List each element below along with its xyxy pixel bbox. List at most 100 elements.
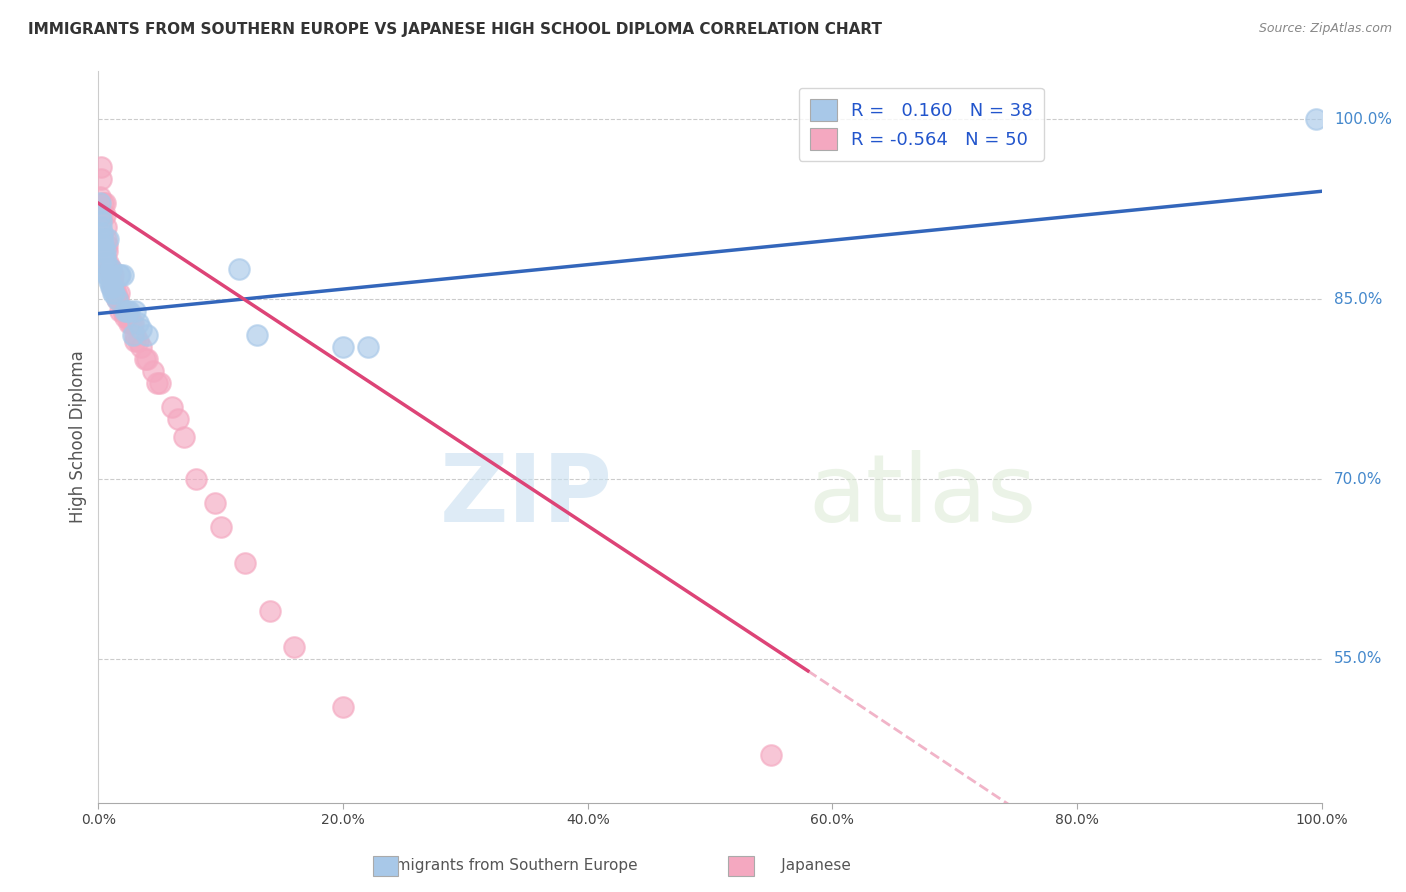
Point bbox=[167, 412, 190, 426]
Point bbox=[94, 262, 117, 277]
Point bbox=[108, 286, 131, 301]
Text: Japanese: Japanese bbox=[752, 858, 851, 872]
Point bbox=[111, 304, 134, 318]
Point bbox=[356, 340, 378, 354]
Point bbox=[142, 364, 165, 378]
Point bbox=[91, 238, 114, 252]
Point bbox=[160, 400, 183, 414]
Point bbox=[118, 316, 141, 330]
Point bbox=[93, 196, 115, 211]
Point bbox=[104, 286, 127, 301]
Point bbox=[89, 196, 111, 211]
Point bbox=[114, 304, 136, 318]
Point bbox=[98, 274, 121, 288]
Point bbox=[259, 604, 281, 618]
Text: 85.0%: 85.0% bbox=[1334, 292, 1382, 307]
Text: Immigrants from Southern Europe: Immigrants from Southern Europe bbox=[347, 858, 637, 872]
Point bbox=[108, 268, 131, 283]
Point bbox=[117, 310, 139, 325]
Point bbox=[124, 328, 146, 343]
Text: IMMIGRANTS FROM SOUTHERN EUROPE VS JAPANESE HIGH SCHOOL DIPLOMA CORRELATION CHAR: IMMIGRANTS FROM SOUTHERN EUROPE VS JAPAN… bbox=[28, 22, 882, 37]
Point bbox=[91, 232, 114, 246]
Text: 100.0%: 100.0% bbox=[1334, 112, 1392, 127]
Text: 70.0%: 70.0% bbox=[1334, 472, 1382, 486]
Point bbox=[96, 268, 118, 283]
Point bbox=[103, 286, 125, 301]
Point bbox=[94, 220, 117, 235]
Point bbox=[209, 520, 232, 534]
Point bbox=[90, 161, 112, 175]
Point bbox=[98, 262, 121, 277]
Point bbox=[91, 244, 114, 259]
Point bbox=[101, 274, 124, 288]
Point bbox=[129, 322, 152, 336]
Point bbox=[101, 280, 124, 294]
Point bbox=[97, 256, 120, 270]
Point bbox=[761, 747, 783, 762]
Point bbox=[332, 699, 354, 714]
Point bbox=[124, 304, 146, 318]
Point bbox=[100, 262, 122, 277]
Point bbox=[1305, 112, 1327, 127]
Text: atlas: atlas bbox=[808, 450, 1036, 541]
Point bbox=[134, 352, 156, 367]
Point bbox=[332, 340, 354, 354]
Point bbox=[246, 328, 269, 343]
Point bbox=[91, 226, 114, 240]
Point bbox=[124, 334, 146, 348]
Point bbox=[93, 250, 115, 264]
Point bbox=[283, 640, 305, 654]
Point bbox=[228, 262, 250, 277]
Point bbox=[101, 280, 124, 294]
Point bbox=[96, 238, 118, 252]
Y-axis label: High School Diploma: High School Diploma bbox=[69, 351, 87, 524]
Point bbox=[90, 220, 112, 235]
Point bbox=[100, 280, 122, 294]
Text: ZIP: ZIP bbox=[439, 450, 612, 541]
Point bbox=[107, 292, 129, 306]
Point bbox=[90, 172, 112, 186]
Point bbox=[105, 292, 128, 306]
Point bbox=[204, 496, 226, 510]
Point bbox=[127, 316, 149, 330]
Point bbox=[120, 316, 142, 330]
Point bbox=[121, 328, 143, 343]
Point bbox=[105, 292, 128, 306]
Point bbox=[149, 376, 172, 391]
Point bbox=[121, 316, 143, 330]
Point bbox=[186, 472, 208, 486]
Point bbox=[96, 244, 118, 259]
Point bbox=[94, 256, 117, 270]
Point bbox=[136, 328, 159, 343]
Point bbox=[118, 304, 141, 318]
Point bbox=[97, 232, 120, 246]
Point bbox=[91, 196, 114, 211]
Point bbox=[94, 232, 117, 246]
Point bbox=[93, 208, 115, 222]
Point bbox=[146, 376, 169, 391]
Point bbox=[89, 208, 111, 222]
Text: Source: ZipAtlas.com: Source: ZipAtlas.com bbox=[1258, 22, 1392, 36]
Point bbox=[233, 556, 256, 570]
Legend: R =   0.160   N = 38, R = -0.564   N = 50: R = 0.160 N = 38, R = -0.564 N = 50 bbox=[799, 87, 1043, 161]
Point bbox=[90, 214, 112, 228]
Point bbox=[129, 340, 152, 354]
Point bbox=[100, 262, 122, 277]
Point bbox=[91, 208, 114, 222]
Point bbox=[136, 352, 159, 367]
Text: 55.0%: 55.0% bbox=[1334, 651, 1382, 666]
Point bbox=[100, 268, 122, 283]
Point bbox=[127, 334, 149, 348]
Point bbox=[173, 430, 195, 444]
Point bbox=[110, 304, 132, 318]
Point bbox=[97, 268, 120, 283]
Point bbox=[103, 280, 125, 294]
Point bbox=[111, 268, 134, 283]
Point bbox=[110, 268, 132, 283]
Point bbox=[101, 286, 124, 301]
Point bbox=[101, 268, 124, 283]
Point bbox=[89, 190, 111, 204]
Point bbox=[114, 310, 136, 325]
Point bbox=[115, 304, 138, 318]
Point bbox=[93, 244, 115, 259]
